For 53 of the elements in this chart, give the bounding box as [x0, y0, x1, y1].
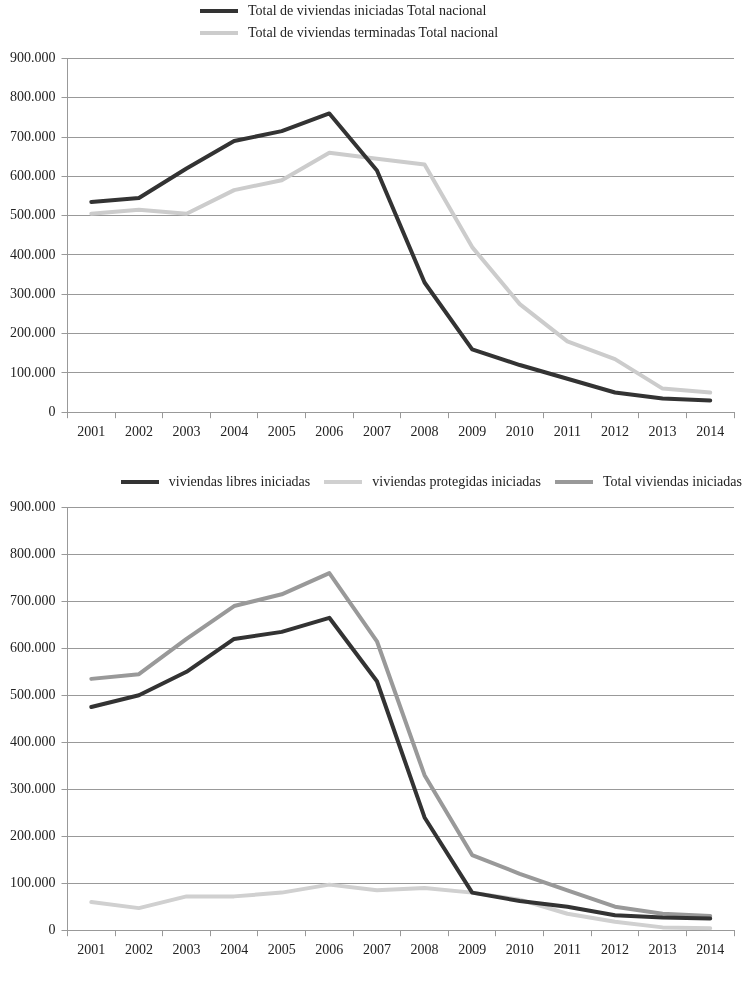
y-tick-label: 200.000 [10, 827, 56, 843]
x-tick-label: 2004 [220, 942, 249, 958]
y-tick-label: 800.000 [10, 89, 56, 105]
x-tick-label: 2014 [696, 942, 725, 958]
x-tick-label: 2004 [220, 424, 249, 440]
x-tick-label: 2008 [410, 424, 439, 440]
legend-label: Total de viviendas iniciadas Total nacional [248, 3, 487, 19]
x-tick-label: 2005 [267, 942, 296, 958]
legend-label: viviendas libres iniciadas [168, 474, 311, 490]
y-tick-label: 600.000 [10, 640, 56, 656]
y-tick-label: 900.000 [10, 499, 56, 515]
y-tick-label: 700.000 [10, 128, 56, 144]
x-tick-label: 2011 [553, 942, 582, 958]
x-tick-label: 2005 [267, 424, 296, 440]
x-tick-label: 2014 [696, 424, 725, 440]
x-tick-label: 2006 [315, 424, 344, 440]
x-tick-label: 2008 [410, 942, 439, 958]
y-tick-label: 300.000 [10, 780, 56, 796]
x-tick-label: 2002 [124, 942, 153, 958]
y-tick-label: 0 [48, 921, 56, 937]
x-tick-label: 2010 [505, 942, 534, 958]
x-tick-label: 2012 [600, 424, 629, 440]
y-tick-label: 500.000 [10, 686, 56, 702]
y-tick-label: 900.000 [10, 50, 56, 66]
x-tick-label: 2009 [458, 424, 487, 440]
x-tick-label: 2010 [505, 424, 534, 440]
legend-label: viviendas protegidas iniciadas [372, 474, 542, 490]
x-tick-label: 2003 [172, 424, 201, 440]
y-tick-label: 100.000 [10, 364, 56, 380]
x-tick-label: 2001 [77, 942, 106, 958]
y-tick-label: 500.000 [10, 207, 56, 223]
x-tick-label: 2003 [172, 942, 201, 958]
y-tick-label: 200.000 [10, 325, 56, 341]
x-tick-label: 2006 [315, 942, 344, 958]
y-tick-label: 400.000 [10, 733, 56, 749]
y-tick-label: 300.000 [10, 285, 56, 301]
legend-label: Total de viviendas terminadas Total nacional [248, 25, 499, 41]
x-tick-label: 2011 [553, 424, 582, 440]
x-tick-label: 2007 [362, 942, 391, 958]
x-tick-label: 2013 [648, 424, 677, 440]
y-tick-label: 800.000 [10, 546, 56, 562]
y-tick-label: 600.000 [10, 168, 56, 184]
x-tick-label: 2001 [77, 424, 106, 440]
x-tick-label: 2007 [362, 424, 391, 440]
x-tick-label: 2009 [458, 942, 487, 958]
y-tick-label: 400.000 [10, 246, 56, 262]
x-tick-label: 2012 [600, 942, 629, 958]
legend-label: Total viviendas iniciadas [603, 474, 742, 490]
y-tick-label: 0 [48, 403, 56, 419]
y-tick-label: 700.000 [10, 593, 56, 609]
x-tick-label: 2002 [124, 424, 153, 440]
x-tick-label: 2013 [648, 942, 677, 958]
y-tick-label: 100.000 [10, 874, 56, 890]
